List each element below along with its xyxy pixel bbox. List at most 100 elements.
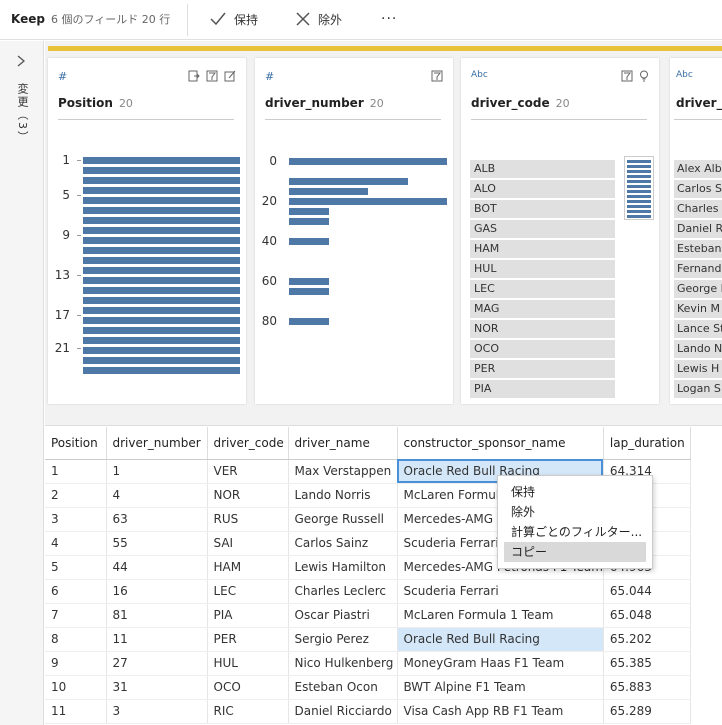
value-chip[interactable]: GAS: [470, 220, 615, 238]
table-row[interactable]: 7 81 PIA Oscar Piastri McLaren Formula 1 Tea…: [45, 603, 691, 628]
value-chip[interactable]: George I: [674, 280, 722, 298]
table-cell[interactable]: 4: [45, 531, 107, 556]
table-cell[interactable]: Esteban Ocon: [288, 675, 398, 700]
table-cell[interactable]: Nico Hulkenberg: [288, 651, 398, 676]
value-chip[interactable]: HUL: [470, 260, 615, 278]
table-row[interactable]: 11 3 RIC Daniel Ricciardo Visa Cash App RB F…: [45, 699, 691, 724]
table-cell[interactable]: RUS: [207, 507, 289, 532]
table-cell[interactable]: 63: [106, 507, 208, 532]
histogram-bar[interactable]: [83, 207, 240, 214]
table-cell[interactable]: Max Verstappen: [288, 459, 398, 484]
table-cell[interactable]: MoneyGram Haas F1 Team: [397, 651, 604, 676]
histogram-bar[interactable]: [289, 198, 447, 205]
table-cell[interactable]: 16: [106, 579, 208, 604]
filter-icon[interactable]: [431, 70, 443, 82]
histogram-bar[interactable]: [289, 188, 368, 195]
histogram-bar[interactable]: [83, 297, 240, 304]
table-cell[interactable]: 1: [106, 459, 208, 484]
histogram-bar[interactable]: [83, 347, 240, 354]
table-cell[interactable]: Sergio Perez: [288, 627, 398, 652]
column-header[interactable]: lap_duration: [603, 427, 691, 460]
menu-item-keep[interactable]: 保持: [511, 485, 536, 499]
table-cell[interactable]: 5: [45, 555, 107, 580]
table-cell[interactable]: 1: [45, 459, 107, 484]
value-chip[interactable]: NOR: [470, 320, 615, 338]
table-cell[interactable]: Oscar Piastri: [288, 603, 398, 628]
table-cell[interactable]: 65.202: [603, 627, 691, 652]
table-cell[interactable]: Charles Leclerc: [288, 579, 398, 604]
value-chip[interactable]: ALO: [470, 180, 615, 198]
table-cell[interactable]: 8: [45, 627, 107, 652]
column-header[interactable]: constructor_sponsor_name: [397, 427, 604, 460]
value-chip[interactable]: Daniel R: [674, 220, 722, 238]
column-header[interactable]: driver_name: [288, 427, 398, 460]
profile-card-position[interactable]: # Position 20 1 5 9 13 17 21: [48, 58, 246, 404]
table-cell[interactable]: Visa Cash App RB F1 Team: [397, 699, 604, 724]
table-cell[interactable]: PER: [207, 627, 289, 652]
histogram-bar[interactable]: [83, 157, 240, 164]
table-cell[interactable]: Lando Norris: [288, 483, 398, 508]
histogram-bar[interactable]: [83, 357, 240, 364]
histogram-bar[interactable]: [83, 317, 240, 324]
table-cell[interactable]: Daniel Ricciardo: [288, 699, 398, 724]
column-header[interactable]: Position: [45, 427, 107, 460]
histogram-bar[interactable]: [289, 318, 329, 325]
value-chip[interactable]: Carlos S: [674, 180, 722, 198]
table-cell[interactable]: 11: [106, 627, 208, 652]
value-chip[interactable]: Lewis H: [674, 360, 722, 378]
value-chip[interactable]: Fernand: [674, 260, 722, 278]
table-cell[interactable]: 65.289: [603, 699, 691, 724]
table-cell[interactable]: HUL: [207, 651, 289, 676]
table-cell[interactable]: 11: [45, 699, 107, 724]
table-cell[interactable]: 27: [106, 651, 208, 676]
value-chip[interactable]: Esteban: [674, 240, 722, 258]
table-cell[interactable]: VER: [207, 459, 289, 484]
histogram-bar[interactable]: [83, 177, 240, 184]
table-cell[interactable]: LEC: [207, 579, 289, 604]
histogram-bar[interactable]: [83, 187, 240, 194]
value-chip[interactable]: BOT: [470, 200, 615, 218]
table-cell[interactable]: 31: [106, 675, 208, 700]
value-chip[interactable]: MAG: [470, 300, 615, 318]
column-header[interactable]: driver_number: [106, 427, 208, 460]
histogram-bar[interactable]: [83, 287, 240, 294]
histogram-bar[interactable]: [83, 257, 240, 264]
histogram-bar[interactable]: [83, 277, 240, 284]
table-cell[interactable]: 55: [106, 531, 208, 556]
table-row[interactable]: 8 11 PER Sergio Perez Oracle Red Bull Racing…: [45, 627, 691, 652]
histogram-bar[interactable]: [289, 178, 408, 185]
histogram-bar[interactable]: [289, 208, 329, 215]
histogram-bar[interactable]: [83, 167, 240, 174]
histogram-bar[interactable]: [83, 307, 240, 314]
profile-card-driver-name[interactable]: Abc driver_n Alex Alb Carlos S Charles Dani…: [670, 58, 722, 404]
menu-item-filter-by-calc[interactable]: 計算ごとのフィルター...: [511, 525, 643, 539]
edit-icon[interactable]: [224, 70, 236, 82]
menu-item-copy[interactable]: コピー: [504, 542, 646, 562]
table-cell[interactable]: 81: [106, 603, 208, 628]
value-chip[interactable]: LEC: [470, 280, 615, 298]
more-options-button[interactable]: ···: [381, 11, 398, 27]
table-cell[interactable]: 44: [106, 555, 208, 580]
histogram-bar[interactable]: [83, 267, 240, 274]
value-chip[interactable]: HAM: [470, 240, 615, 258]
table-cell[interactable]: RIC: [207, 699, 289, 724]
changes-panel-rail[interactable]: 変更（3）: [0, 41, 44, 725]
filter-icon[interactable]: [621, 70, 633, 82]
table-cell[interactable]: Scuderia Ferrari: [397, 579, 604, 604]
histogram-bar[interactable]: [83, 367, 240, 374]
histogram-bar[interactable]: [83, 327, 240, 334]
table-cell[interactable]: BWT Alpine F1 Team: [397, 675, 604, 700]
table-cell[interactable]: SAI: [207, 531, 289, 556]
value-chip[interactable]: Lance St: [674, 320, 722, 338]
table-cell[interactable]: 9: [45, 651, 107, 676]
value-chip[interactable]: ALB: [470, 160, 615, 178]
table-cell[interactable]: 65.385: [603, 651, 691, 676]
histogram-bar[interactable]: [83, 197, 240, 204]
exclude-button[interactable]: 除外: [296, 9, 342, 29]
table-cell[interactable]: NOR: [207, 483, 289, 508]
histogram-bar[interactable]: [289, 278, 329, 285]
filter-icon[interactable]: [206, 70, 218, 82]
lightbulb-icon[interactable]: [639, 70, 649, 82]
value-chip[interactable]: Kevin M: [674, 300, 722, 318]
histogram-bar[interactable]: [83, 247, 240, 254]
